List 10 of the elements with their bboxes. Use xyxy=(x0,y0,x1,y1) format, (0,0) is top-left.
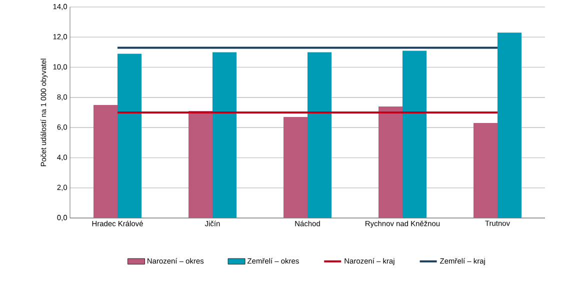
bar xyxy=(188,110,212,218)
bar xyxy=(402,50,426,218)
bar xyxy=(94,104,118,218)
bar xyxy=(378,106,402,218)
bar xyxy=(498,32,522,218)
bar xyxy=(212,52,236,218)
bar xyxy=(118,54,142,218)
bar xyxy=(284,117,308,218)
bar xyxy=(474,123,498,218)
bar xyxy=(308,52,332,218)
